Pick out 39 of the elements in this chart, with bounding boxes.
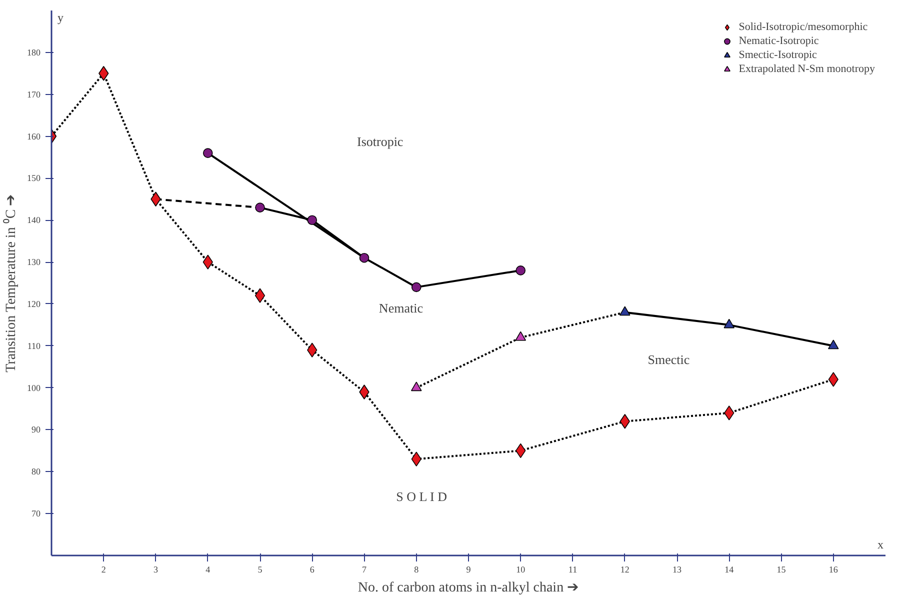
y-tick-label: 90 [32, 424, 41, 435]
x-tick-label: 13 [672, 564, 682, 574]
y-tick-label: 70 [32, 508, 41, 519]
annotation: S O L I D [396, 489, 447, 504]
x-tick-label: 12 [620, 564, 630, 574]
y-tick-label: 120 [27, 298, 41, 309]
y-tick-label: 140 [27, 215, 41, 226]
x-tick-label: 3 [154, 564, 158, 574]
x-axis-title: No. of carbon atoms in n-alkyl chain ➔ [358, 580, 580, 596]
x-tick-label: 5 [258, 564, 263, 574]
legend-label: Solid-Isotropic/mesomorphic [738, 20, 868, 34]
x-tick-label: 10 [516, 564, 526, 574]
y-axis-title: Transition Temperature in ⁰C ➔ [3, 194, 19, 372]
y-tick-label: 110 [27, 340, 41, 351]
y-tick-label: 170 [27, 89, 41, 100]
y-tick-label: 80 [32, 466, 41, 477]
x-tick-label: 15 [776, 564, 786, 574]
x-tick-label: 14 [724, 564, 734, 574]
legend-label: Extrapolated N-Sm monotropy [738, 62, 875, 76]
annotation: Smectic [648, 352, 690, 367]
y-tick-label: 180 [27, 47, 41, 58]
annotation: y [58, 10, 64, 24]
legend-label: Nematic-Isotropic [738, 34, 819, 48]
x-tick-label: 9 [466, 564, 472, 574]
y-tick-label: 160 [27, 131, 41, 142]
annotation: x [878, 538, 884, 552]
x-tick-label: 8 [414, 564, 420, 574]
y-tick-label: 100 [27, 382, 41, 393]
annotation: Nematic [378, 300, 424, 316]
x-tick-label: 2 [101, 564, 106, 574]
annotation: Isotropic [356, 134, 404, 149]
y-tick-label: 150 [27, 173, 41, 184]
x-tick-label: 6 [310, 564, 315, 574]
x-tick-label: 4 [206, 564, 211, 574]
y-tick-label: 130 [27, 257, 41, 268]
x-tick-label: 7 [362, 564, 367, 574]
x-tick-label: 16 [828, 564, 838, 574]
legend-label: Smectic-Isotropic [738, 48, 817, 62]
x-tick-label: 11 [568, 564, 578, 574]
